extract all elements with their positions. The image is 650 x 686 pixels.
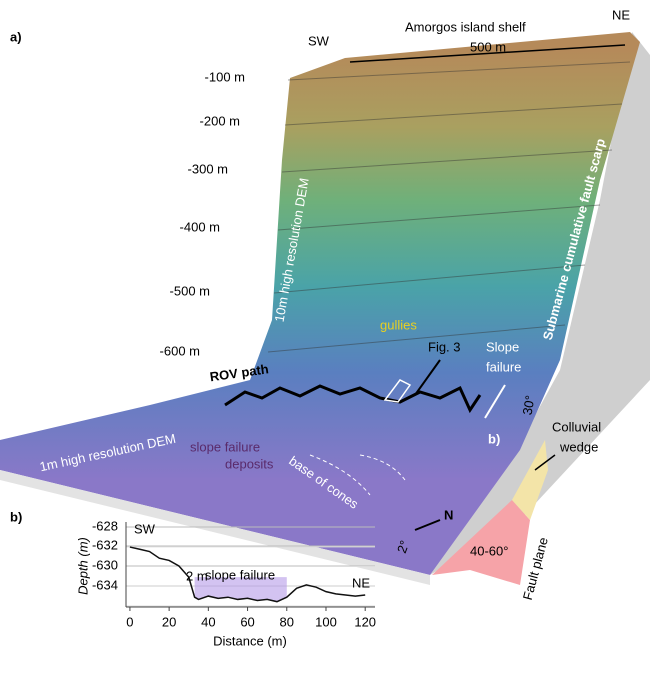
scarp-angle: 30° (520, 394, 538, 416)
slope1: Slope (486, 339, 519, 354)
y-tick-label: -628 (92, 518, 118, 533)
x-tick-label: 60 (240, 614, 254, 629)
terrain (0, 32, 640, 575)
slope-failure-outline (383, 379, 412, 403)
sw: SW (308, 33, 330, 48)
arrow-scale (349, 44, 626, 63)
fault-plane (432, 500, 530, 585)
arrow-wedge (534, 454, 556, 471)
b-ref: b) (488, 431, 500, 446)
scale: 500 m (470, 39, 506, 54)
x-tick-label: 100 (315, 614, 337, 629)
north-arrow (414, 519, 441, 531)
ne: NE (612, 7, 630, 22)
sw: SW (134, 521, 156, 536)
failure-area (194, 577, 287, 602)
step: 2 m (186, 568, 208, 583)
deposits2: deposits (225, 456, 274, 471)
y-tick-label: -634 (92, 577, 118, 592)
xlabel: Distance (m) (213, 633, 287, 648)
1: -200 m (200, 113, 240, 128)
rov-path (224, 384, 482, 414)
slope2: failure (486, 359, 521, 374)
x-tick-label: 40 (201, 614, 215, 629)
gullies: gullies (380, 317, 417, 332)
x-tick-label: 80 (280, 614, 294, 629)
cones-line (309, 454, 406, 496)
x-tick-label: 120 (354, 614, 376, 629)
x-tick-label: 0 (126, 614, 133, 629)
wedge1: Colluvial (552, 419, 601, 434)
y-tick-label: -632 (92, 537, 118, 552)
ne: NE (352, 575, 370, 590)
label: a) (10, 29, 22, 44)
x-tick-label: 20 (162, 614, 176, 629)
0: -100 m (205, 69, 245, 84)
fig3: Fig. 3 (428, 339, 461, 354)
colluvial-wedge (512, 440, 548, 520)
arrow-slope (484, 384, 506, 419)
2: -300 m (188, 161, 228, 176)
fault-angle: 40-60° (470, 543, 508, 558)
y-tick-label: -630 (92, 557, 118, 572)
4: -500 m (170, 283, 210, 298)
5: -600 m (160, 343, 200, 358)
deposits1: slope failure (190, 439, 260, 454)
contours (267, 61, 631, 353)
label: b) (10, 509, 22, 524)
3: -400 m (180, 219, 220, 234)
wedge2: wedge (559, 439, 598, 454)
dip: 2° (394, 538, 412, 555)
north: N (444, 507, 453, 522)
profile-line (129, 546, 366, 603)
ylabel: Depth (m) (75, 537, 90, 595)
shelf: Amorgos island shelf (405, 19, 526, 34)
failure: slope failure (205, 567, 275, 582)
arrow-fig3 (414, 359, 441, 396)
